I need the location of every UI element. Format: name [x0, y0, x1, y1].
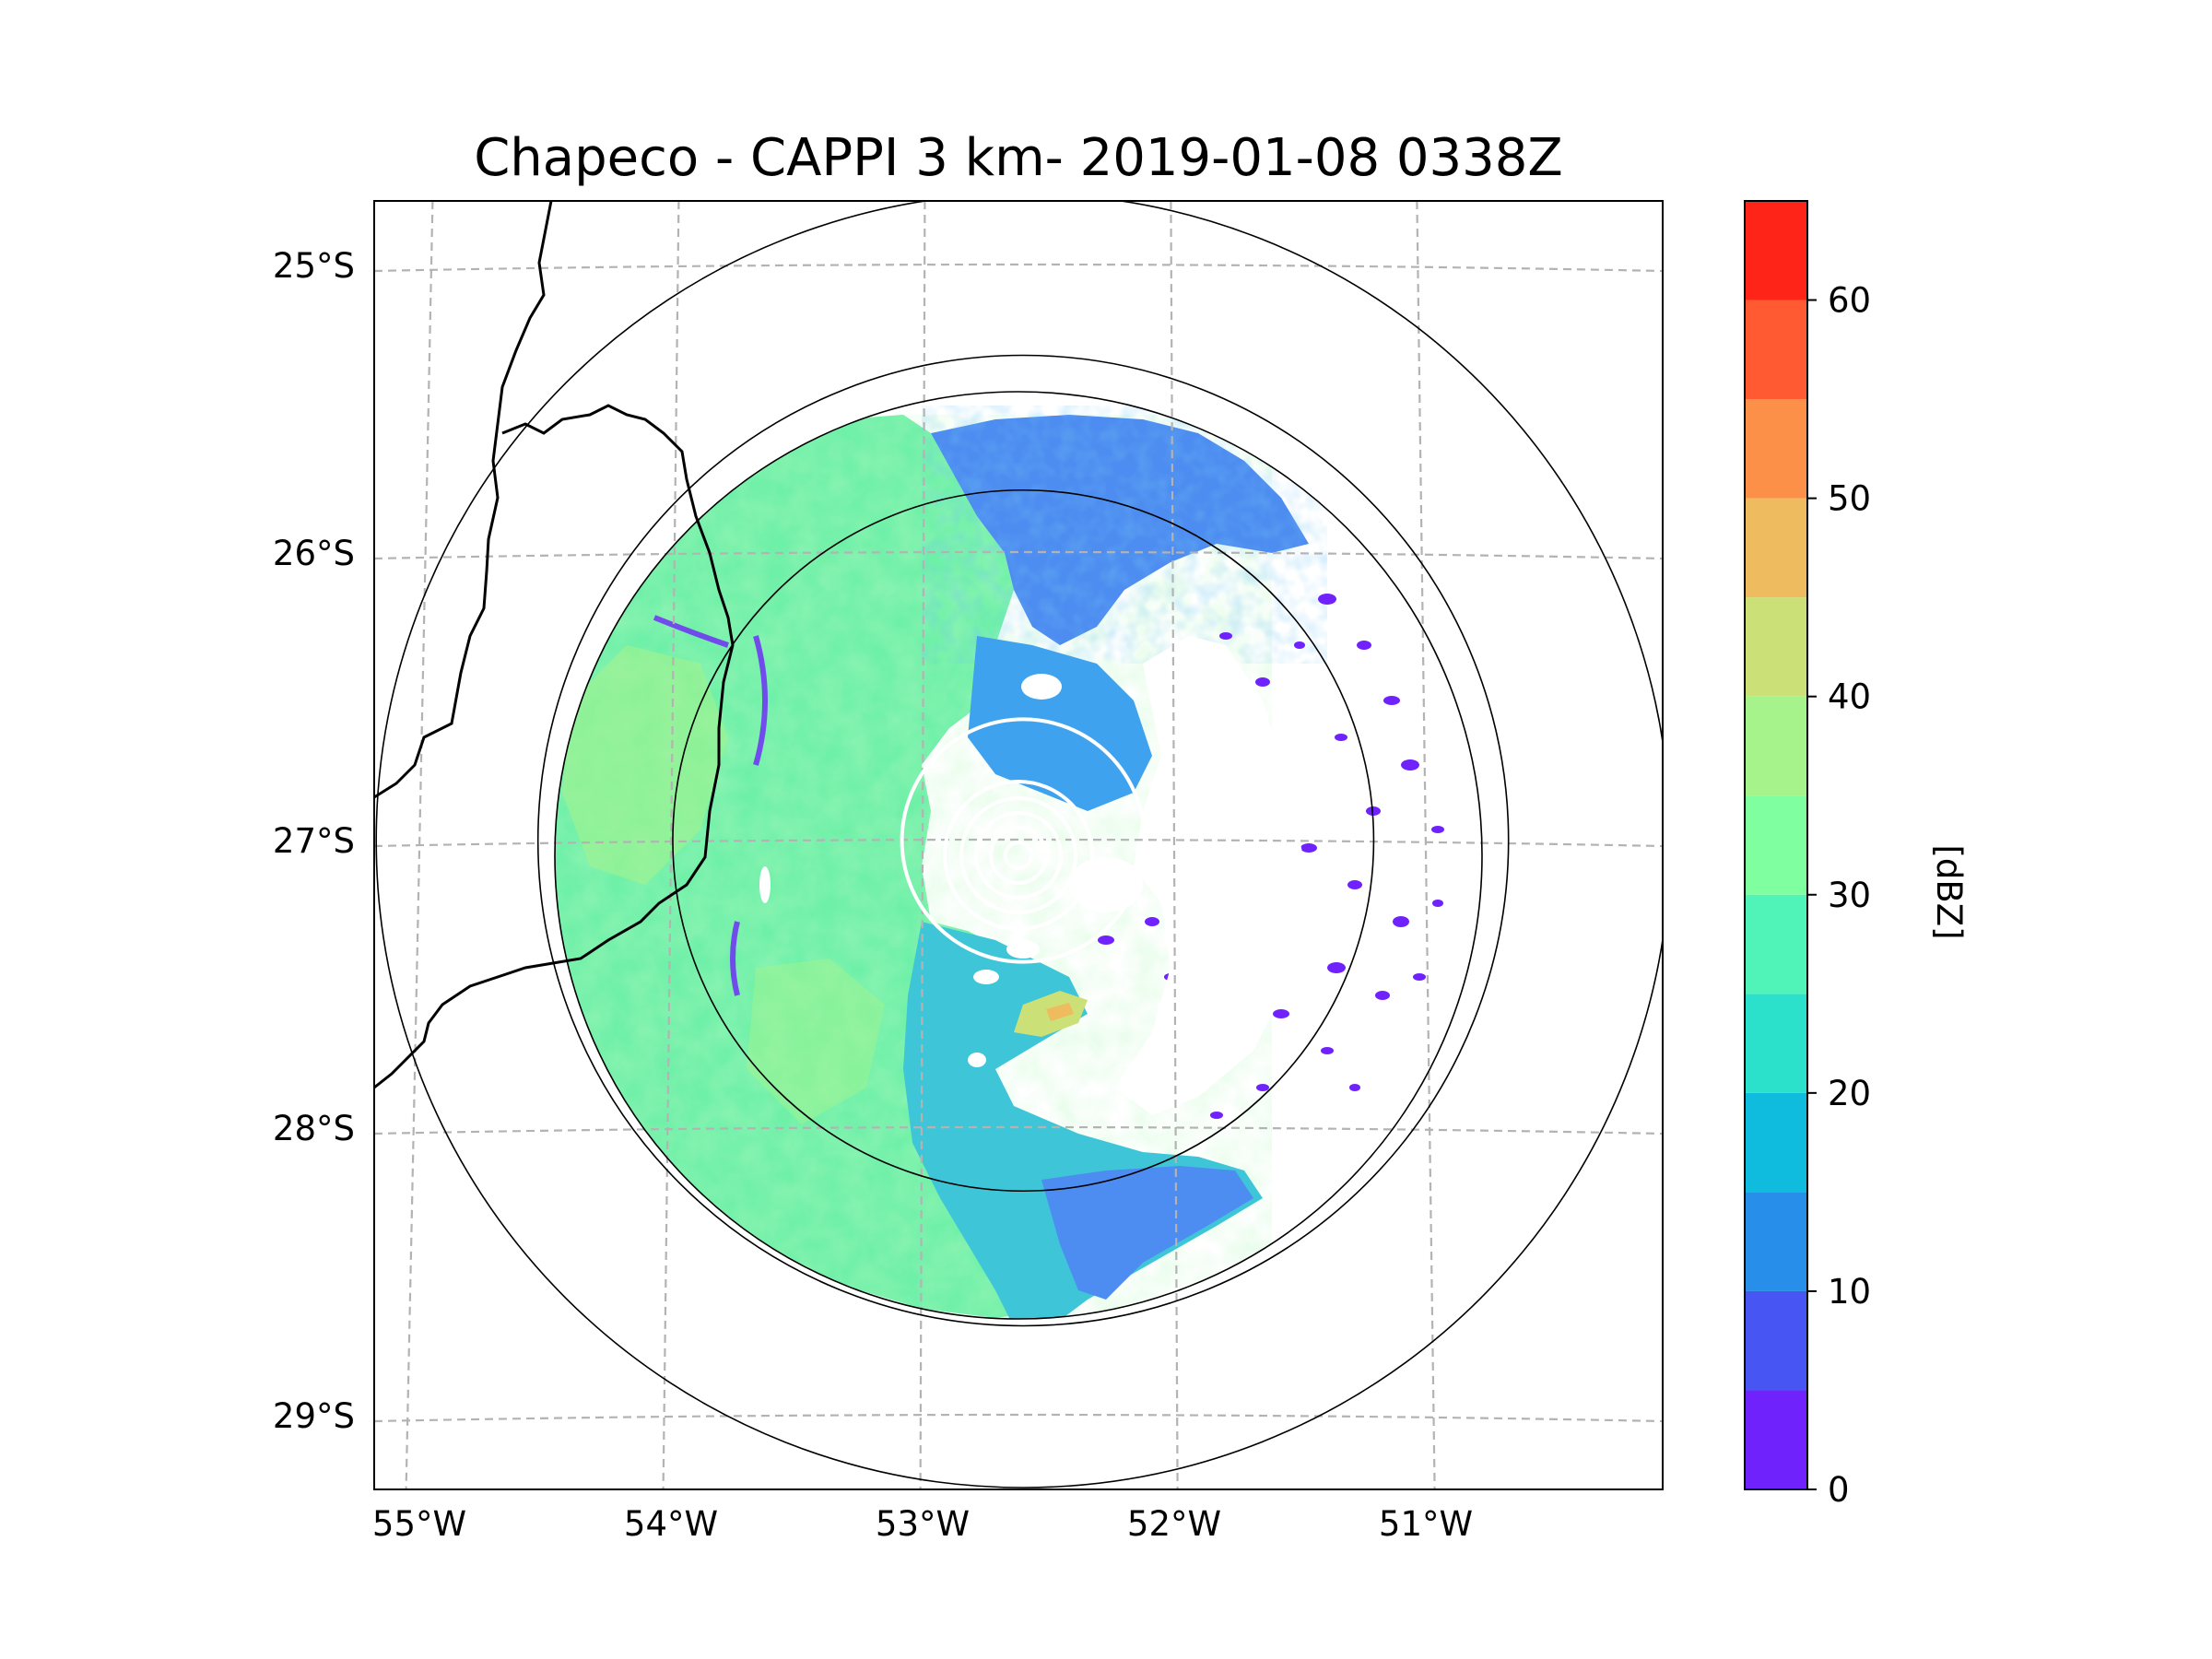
map-axes	[374, 201, 1663, 1489]
gridline-parallel	[374, 263, 1663, 273]
y-tick-label: 26°S	[273, 534, 355, 573]
echo-southern-lobe	[1041, 1166, 1253, 1300]
radar-range-boundary	[554, 391, 1483, 1320]
colorbar-segment	[1745, 795, 1807, 895]
x-tick-label: 51°W	[1379, 1504, 1473, 1544]
border-eastern-province	[374, 404, 735, 1089]
colorbar-frame	[1744, 200, 1808, 1490]
gridline-meridian	[1416, 201, 1436, 1489]
colorbar-tick-label: 20	[1828, 1074, 1871, 1113]
colorbar-segment	[1745, 300, 1807, 400]
colorbar-segment	[1745, 696, 1807, 796]
colorbar-segment	[1745, 1092, 1807, 1193]
colorbar-label: [dBZ]	[1929, 844, 1969, 939]
political-borders	[374, 201, 735, 1089]
gridline-parallel	[374, 1413, 1663, 1423]
gridline-meridian	[405, 201, 434, 1489]
map-frame	[373, 200, 1664, 1490]
colorbar-segment	[1745, 1390, 1807, 1489]
colorbar-tick-label: 50	[1828, 479, 1871, 519]
gridline-meridian	[662, 201, 680, 1489]
range-ring	[900, 717, 1147, 964]
echo-green-east	[562, 645, 728, 885]
chart-title: Chapeco - CAPPI 3 km- 2019-01-08 0338Z	[474, 128, 1563, 188]
gridline-parallel	[374, 1125, 1663, 1135]
x-tick-label: 53°W	[876, 1504, 970, 1544]
colorbar-tick-label: 10	[1828, 1272, 1871, 1312]
x-tick-label: 55°W	[372, 1504, 466, 1544]
echo-convective-peak	[1046, 1003, 1074, 1021]
colorbar-tick-label: 60	[1828, 281, 1871, 321]
colorbar-segment	[1745, 894, 1807, 994]
x-tick-label: 52°W	[1127, 1504, 1221, 1544]
echo-holes	[759, 674, 1143, 1067]
gridline-meridian	[919, 201, 926, 1489]
gridlines	[374, 201, 1663, 1489]
range-ring	[536, 354, 1510, 1327]
colorbar-segment	[1745, 201, 1807, 300]
colorbar-segment	[1745, 1290, 1807, 1391]
x-axis-ticks: 55°W 54°W 53°W 52°W 51°W	[372, 1504, 1473, 1544]
y-axis-ticks: 25°S 26°S 27°S 28°S 29°S	[273, 246, 355, 1436]
y-tick-label: 28°S	[273, 1109, 355, 1148]
near-range-clutter-rings	[943, 780, 1094, 931]
colorbar: 0 10 20 30 40 50 60	[1744, 200, 1871, 1510]
colorbar-segment	[1745, 994, 1807, 1093]
colorbar-tick-label: 0	[1828, 1470, 1850, 1510]
range-rings	[375, 201, 1663, 1488]
colorbar-tick-label: 30	[1828, 876, 1871, 915]
colorbar-segment	[1745, 399, 1807, 499]
gridline-parallel	[374, 550, 1663, 560]
y-tick-label: 29°S	[273, 1396, 355, 1436]
colorbar-tick-label: 40	[1828, 677, 1871, 717]
border-north-south	[374, 201, 553, 799]
gridline-parallel	[374, 838, 1663, 848]
range-ring	[375, 201, 1663, 1488]
gridline-meridian	[1170, 201, 1179, 1489]
echo-green-south	[747, 959, 885, 1124]
y-tick-label: 27°S	[273, 821, 355, 861]
range-ring	[672, 488, 1375, 1193]
colorbar-segment	[1745, 1192, 1807, 1291]
x-tick-label: 54°W	[624, 1504, 718, 1544]
colorbar-segment	[1745, 597, 1807, 697]
colorbar-segment	[1745, 498, 1807, 598]
clear-east-region	[1115, 636, 1309, 1115]
y-tick-label: 25°S	[273, 246, 355, 286]
echo-lines	[653, 615, 768, 996]
